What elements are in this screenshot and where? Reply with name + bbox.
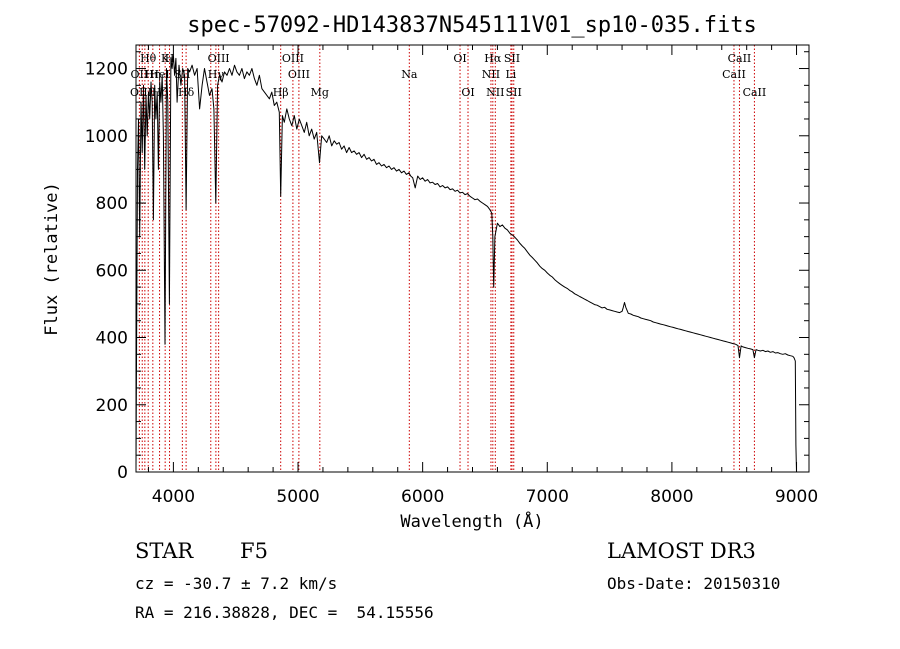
y-tick-label: 800: [96, 194, 128, 214]
line-label: OIII: [282, 52, 304, 65]
line-label: OI: [461, 86, 474, 99]
line-label: Hδ: [178, 86, 195, 99]
y-tick-label: 600: [96, 261, 128, 281]
line-label: OI: [453, 52, 466, 65]
redshift-cz: cz = -30.7 ± 7.2 km/s: [135, 574, 338, 593]
series-layer: [135, 54, 797, 473]
line-label: CaII: [722, 68, 746, 81]
chart-title: spec-57092-HD143837N545111V01_sp10-035.f…: [187, 13, 757, 38]
line-label: Mg: [311, 86, 329, 99]
object-class: STAR: [135, 539, 194, 563]
x-axis-label: Wavelength (Å): [400, 510, 543, 532]
marker-lines: [138, 45, 755, 472]
line-label: CaII: [743, 86, 767, 99]
line-label: Li: [505, 68, 516, 81]
y-tick-label: 200: [96, 396, 128, 416]
x-tick-label: 4000: [152, 487, 195, 507]
x-tick-label: 6000: [401, 487, 444, 507]
line-label: Hθ: [140, 52, 157, 65]
plot-frame: [135, 44, 810, 473]
y-tick-label: 1200: [85, 60, 128, 80]
x-tick-label: 9000: [775, 487, 818, 507]
observation-date: Obs-Date: 20150310: [607, 574, 781, 593]
line-label: CaII: [728, 52, 752, 65]
line-label: OII: [131, 68, 149, 81]
line-label: K: [161, 52, 170, 65]
line-label: SII: [506, 86, 522, 99]
y-tick-label: 0: [117, 463, 128, 483]
line-label: Hη: [145, 68, 161, 81]
line-label: Hα: [484, 52, 502, 65]
line-label: HeI: [149, 68, 169, 81]
line-label: Hγ: [208, 68, 225, 81]
line-label: SII: [504, 52, 520, 65]
x-tick-label: 8000: [650, 487, 693, 507]
line-label: NII: [486, 86, 504, 99]
line-label: H: [165, 52, 175, 65]
y-axis: 0 200 400 600 800 1000 1200: [85, 51, 809, 483]
x-axis: 4000 5000 6000 7000 8000 9000: [147, 45, 818, 507]
line-label: Hβ: [273, 86, 289, 99]
y-tick-label: 1000: [85, 127, 128, 147]
line-label: Na: [401, 68, 418, 81]
object-subclass: F5: [240, 539, 268, 563]
line-label: OIII: [208, 52, 230, 65]
y-axis-label: Flux (relative): [42, 182, 62, 336]
x-tick-label: 7000: [526, 487, 569, 507]
y-tick-label: 400: [96, 329, 128, 349]
spectrum-line: [135, 54, 797, 473]
ra-dec-coordinates: RA = 216.38828, DEC = 54.15556: [135, 603, 434, 622]
line-label: OIII: [288, 68, 310, 81]
x-tick-label: 5000: [276, 487, 319, 507]
survey-name: LAMOST DR3: [607, 539, 756, 563]
line-label: NII: [482, 68, 500, 81]
